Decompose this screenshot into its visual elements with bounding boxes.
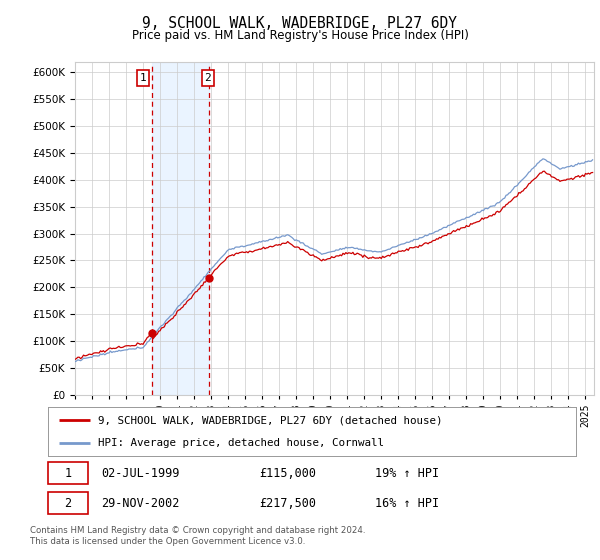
- Text: HPI: Average price, detached house, Cornwall: HPI: Average price, detached house, Corn…: [98, 438, 384, 448]
- Text: 29-NOV-2002: 29-NOV-2002: [101, 497, 179, 510]
- Text: £115,000: £115,000: [259, 467, 316, 480]
- Text: 9, SCHOOL WALK, WADEBRIDGE, PL27 6DY: 9, SCHOOL WALK, WADEBRIDGE, PL27 6DY: [143, 16, 458, 31]
- Text: 9, SCHOOL WALK, WADEBRIDGE, PL27 6DY (detached house): 9, SCHOOL WALK, WADEBRIDGE, PL27 6DY (de…: [98, 416, 443, 426]
- Text: 19% ↑ HPI: 19% ↑ HPI: [376, 467, 439, 480]
- Text: 16% ↑ HPI: 16% ↑ HPI: [376, 497, 439, 510]
- Text: 2: 2: [64, 497, 71, 510]
- Text: 2: 2: [205, 73, 211, 83]
- Bar: [152, 62, 209, 395]
- Text: 1: 1: [64, 467, 71, 480]
- Text: Contains HM Land Registry data © Crown copyright and database right 2024.
This d: Contains HM Land Registry data © Crown c…: [30, 526, 365, 546]
- Text: Price paid vs. HM Land Registry's House Price Index (HPI): Price paid vs. HM Land Registry's House …: [131, 29, 469, 42]
- Text: 1: 1: [140, 73, 146, 83]
- FancyBboxPatch shape: [48, 492, 88, 515]
- Text: 02-JUL-1999: 02-JUL-1999: [101, 467, 179, 480]
- FancyBboxPatch shape: [48, 462, 88, 484]
- Text: £217,500: £217,500: [259, 497, 316, 510]
